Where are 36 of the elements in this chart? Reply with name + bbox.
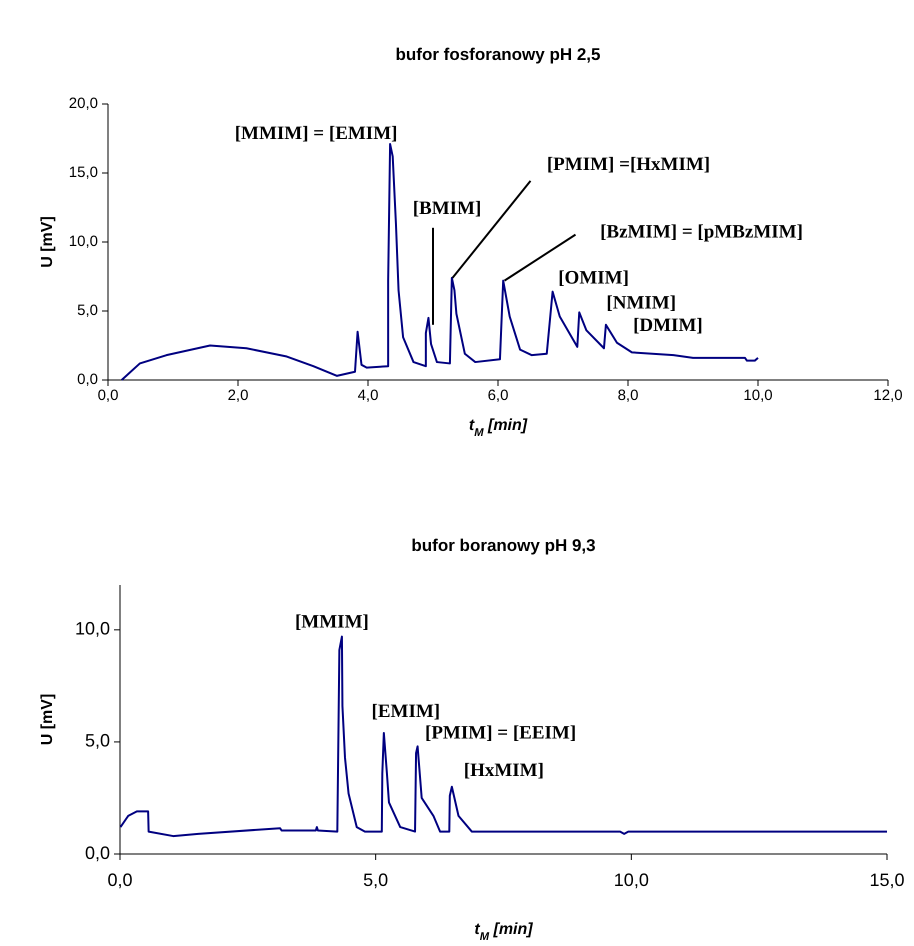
y-axis-title: U [mV]	[39, 694, 56, 746]
y-tick-label: 0,0	[84, 842, 110, 863]
x-tick-label: 4,0	[358, 386, 378, 404]
x-tick-label: 10,0	[743, 386, 773, 404]
x-axis-title: t$_{M}$ [min]	[474, 921, 534, 943]
annotation: [PMIM] = [EEIM]	[425, 722, 576, 744]
x-tick-label: 12,0	[873, 386, 903, 404]
x-tick-label: 10,0	[614, 870, 649, 890]
annotation: [OMIM]	[558, 268, 629, 289]
y-tick-label: 0,0	[77, 370, 98, 388]
annotation: [EMIM]	[372, 700, 440, 722]
annotation: [BzMIM] = [pMBzMIM]	[600, 222, 803, 243]
annotation: [PMIM] =[HxMIM]	[546, 154, 710, 175]
annotation: [MMIM] = [EMIM]	[234, 123, 398, 144]
chart-title: bufor fosforanowy pH 2,5	[396, 45, 600, 64]
x-tick-label: 15,0	[869, 870, 905, 890]
annotation: [MMIM]	[294, 612, 369, 633]
annotation: [NMIM]	[606, 292, 676, 314]
y-tick-label: 10,0	[68, 232, 98, 250]
line-series	[120, 636, 888, 838]
y-tick-label: 10,0	[74, 618, 110, 639]
x-tick-label: 8,0	[618, 386, 638, 404]
y-tick-label: 5,0	[77, 302, 98, 319]
x-tick-label: 0,0	[107, 870, 133, 890]
y-tick-label: 20,0	[68, 94, 98, 112]
annotation: [BMIM]	[412, 198, 482, 219]
x-tick-label: 5,0	[363, 870, 388, 890]
x-tick-label: 6,0	[488, 386, 508, 404]
y-tick-label: 15,0	[68, 164, 98, 181]
x-tick-label: 2,0	[228, 386, 248, 404]
x-axis-title: t$_{M}$ [min]	[468, 417, 528, 439]
chart-title: bufor boranowy pH 9,3	[411, 536, 596, 555]
y-axis-title: U [mV]	[39, 216, 56, 268]
annotation: [HxMIM]	[464, 760, 544, 781]
y-tick-label: 5,0	[84, 730, 110, 751]
annotation: [DMIM]	[633, 314, 703, 336]
